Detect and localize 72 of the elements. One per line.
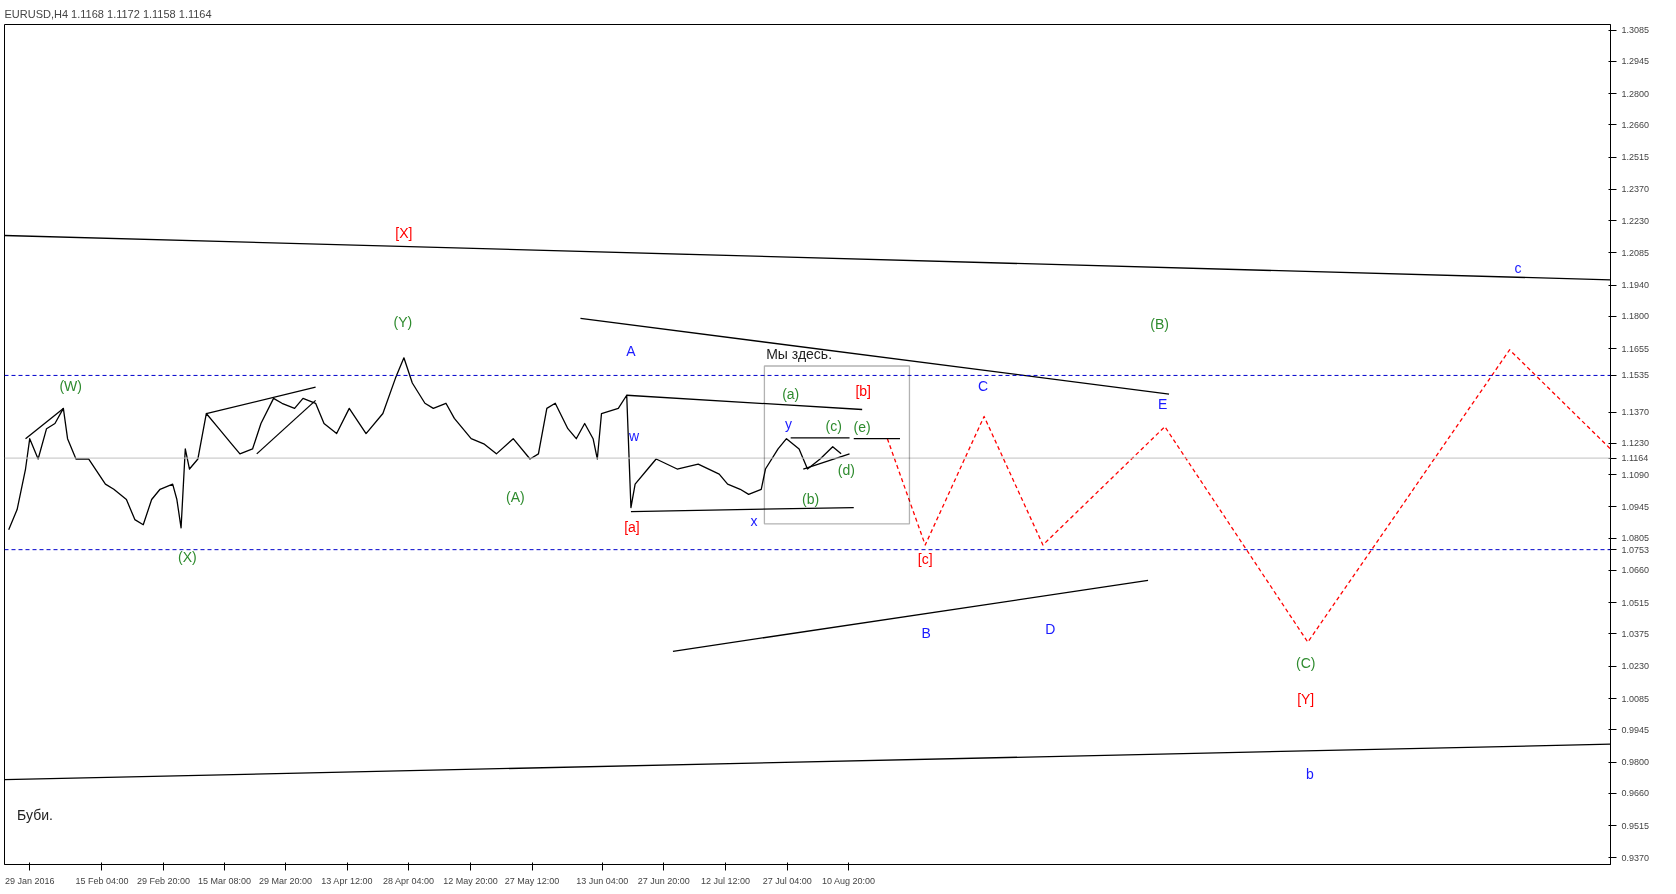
- y-tick-label: 1.1655: [1621, 343, 1650, 354]
- chart-title: EURUSD,H4 1.1168 1.1172 1.1158 1.1164: [4, 7, 212, 20]
- annotation: (W): [59, 378, 82, 395]
- annotation: (X): [178, 549, 197, 566]
- annotation: D: [1045, 621, 1056, 638]
- y-tick-label: 1.0515: [1621, 597, 1650, 608]
- y-tick-label: 1.0375: [1621, 628, 1650, 639]
- annotation: (b): [802, 490, 820, 507]
- annotation: A: [626, 342, 637, 359]
- y-tick-label: 1.1800: [1621, 311, 1650, 322]
- y-tick-label: 1.1940: [1621, 280, 1650, 291]
- annotation: (c): [825, 417, 842, 434]
- y-tick-label: 1.3085: [1621, 25, 1650, 36]
- y-tick-label: 1.2945: [1621, 56, 1650, 67]
- annotation: [b]: [855, 383, 871, 400]
- y-tick-label: 1.1090: [1621, 469, 1650, 480]
- y-tick-label: 1.2660: [1621, 119, 1650, 130]
- y-tick-label: 1.2085: [1621, 247, 1650, 258]
- annotation: E: [1158, 396, 1168, 413]
- x-tick-label: 15 Feb 04:00: [75, 875, 129, 886]
- x-tick-label: 15 Mar 08:00: [198, 875, 252, 886]
- annotation: [c]: [917, 551, 933, 568]
- y-tick-label: 1.2230: [1621, 215, 1650, 226]
- y-tick-label: 0.9370: [1621, 852, 1650, 863]
- y-tick-label: 1.1370: [1621, 407, 1650, 418]
- annotation: (e): [853, 418, 871, 435]
- x-tick-label: 13 Apr 12:00: [321, 875, 373, 886]
- y-tick-label: 1.2515: [1621, 152, 1650, 163]
- ref-line-label: 1.0753: [1621, 544, 1650, 555]
- annotation: y: [785, 415, 793, 432]
- x-tick-label: 27 Jul 04:00: [762, 875, 812, 886]
- y-tick-label: 1.0945: [1621, 501, 1650, 512]
- annotation: c: [1514, 259, 1522, 276]
- y-tick-label: 1.0085: [1621, 693, 1650, 704]
- x-tick-label: 12 May 20:00: [443, 875, 498, 886]
- annotation: [a]: [624, 518, 640, 535]
- y-tick-label: 0.9515: [1621, 820, 1650, 831]
- annotation: [Y]: [1297, 690, 1315, 707]
- annotation: (a): [782, 386, 800, 403]
- x-tick-label: 10 Aug 20:00: [822, 875, 876, 886]
- annotation: (C): [1295, 655, 1316, 672]
- y-tick-label: 0.9660: [1621, 788, 1650, 799]
- ref-line-label: 1.1164: [1621, 453, 1649, 464]
- y-tick-label: 0.9945: [1621, 724, 1650, 735]
- annotation: w: [628, 427, 641, 444]
- x-tick-label: 27 May 12:00: [504, 875, 560, 886]
- y-tick-label: 1.0805: [1621, 533, 1650, 544]
- x-tick-label: 29 Mar 20:00: [258, 875, 313, 886]
- y-tick-label: 1.0660: [1621, 565, 1650, 576]
- ref-line-label: 1.1535: [1621, 370, 1650, 381]
- y-tick-label: 0.9800: [1621, 757, 1650, 768]
- y-tick-label: 1.2370: [1621, 184, 1650, 195]
- annotation: B: [921, 625, 931, 642]
- y-tick-label: 1.2800: [1621, 88, 1650, 99]
- annotation: (d): [837, 462, 855, 479]
- annotation: x: [750, 512, 758, 529]
- y-tick-label: 1.0230: [1621, 661, 1650, 672]
- annotation: (Y): [393, 314, 413, 331]
- x-tick-label: 12 Jul 12:00: [701, 875, 751, 886]
- annotation: Буби.: [17, 807, 53, 824]
- annotation: C: [977, 378, 989, 395]
- x-tick-label: 28 Apr 04:00: [383, 875, 435, 886]
- x-tick-label: 29 Jan 2016: [4, 875, 55, 886]
- annotation: [X]: [395, 225, 413, 242]
- annotation: Мы здесь.: [766, 345, 833, 362]
- annotation: (A): [505, 488, 525, 505]
- x-tick-label: 29 Feb 20:00: [137, 875, 191, 886]
- annotation: b: [1306, 765, 1315, 782]
- x-tick-label: 13 Jun 04:00: [576, 875, 629, 886]
- x-tick-label: 27 Jun 20:00: [637, 875, 690, 886]
- annotation: (B): [1150, 315, 1169, 332]
- y-tick-label: 1.1230: [1621, 438, 1650, 449]
